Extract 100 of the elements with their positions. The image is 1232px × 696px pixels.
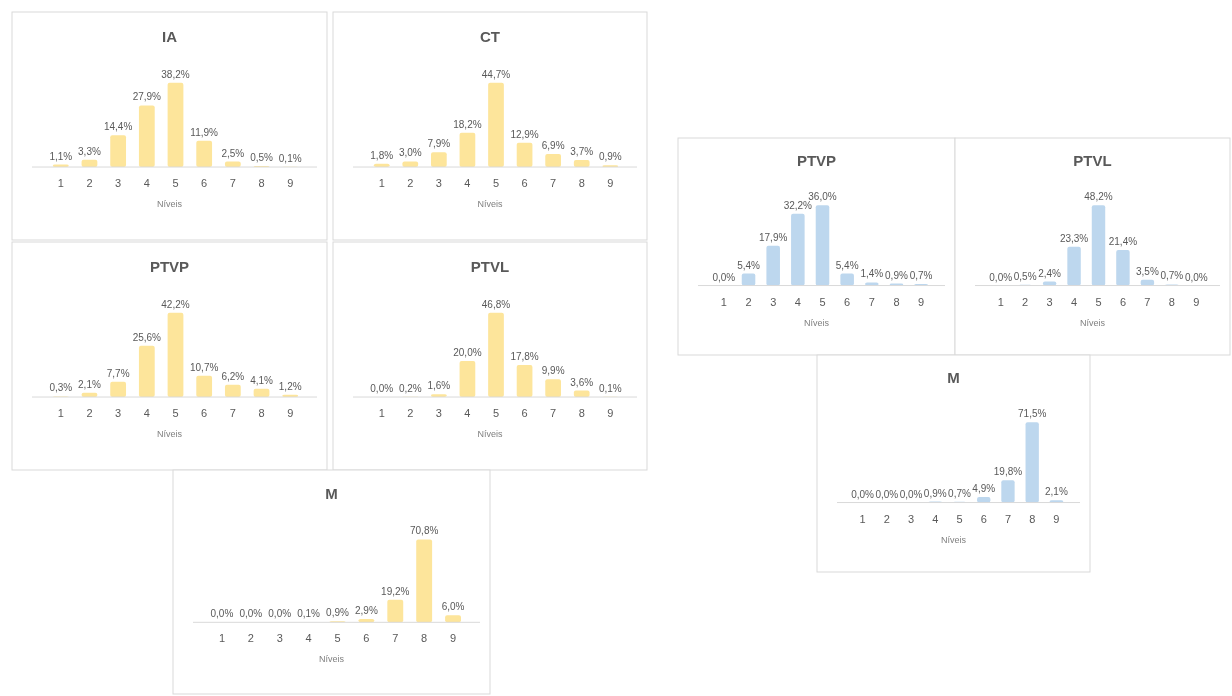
data-label: 0,0% bbox=[268, 608, 292, 620]
data-label: 21,4% bbox=[1108, 235, 1138, 247]
x-tick-label: 7 bbox=[1144, 295, 1151, 308]
data-label: 2,4% bbox=[1038, 267, 1062, 279]
x-tick-label: 1 bbox=[57, 407, 64, 420]
data-label: 0,7% bbox=[909, 270, 933, 281]
data-label: 1,6% bbox=[427, 380, 451, 392]
x-tick-label: 3 bbox=[435, 177, 442, 190]
x-tick-label: 8 bbox=[421, 632, 428, 645]
x-tick-label: 7 bbox=[550, 407, 557, 420]
x-tick-label: 1 bbox=[997, 295, 1004, 308]
x-axis-title: Níveis bbox=[803, 317, 830, 328]
data-label: 20,0% bbox=[453, 346, 482, 358]
x-tick-label: 4 bbox=[464, 177, 471, 190]
x-tick-label: 6 bbox=[980, 512, 987, 525]
data-label: 6,9% bbox=[541, 140, 565, 152]
x-axis-title: Níveis bbox=[156, 199, 183, 210]
x-tick-label: 1 bbox=[859, 512, 866, 525]
x-tick-label: 9 bbox=[918, 295, 925, 308]
x-tick-label: 6 bbox=[363, 632, 370, 645]
x-axis-title: Níveis bbox=[940, 534, 967, 545]
data-label: 3,3% bbox=[78, 145, 101, 157]
x-axis-title: Níveis bbox=[156, 429, 183, 440]
data-label: 4,9% bbox=[972, 483, 996, 495]
x-tick-label: 5 bbox=[334, 632, 341, 645]
x-tick-label: 3 bbox=[115, 407, 122, 420]
data-label: 6,0% bbox=[441, 601, 465, 613]
x-tick-label: 3 bbox=[115, 177, 122, 190]
data-label: 0,9% bbox=[598, 151, 622, 163]
x-tick-label: 6 bbox=[201, 177, 208, 190]
data-label: 48,2% bbox=[1084, 191, 1113, 203]
x-tick-label: 8 bbox=[578, 177, 585, 190]
x-tick-label: 3 bbox=[907, 512, 915, 525]
data-label: 14,4% bbox=[103, 121, 133, 133]
data-label: 7,9% bbox=[427, 138, 451, 150]
x-tick-label: 9 bbox=[1193, 295, 1200, 308]
x-tick-label: 5 bbox=[172, 177, 179, 190]
x-tick-label: 4 bbox=[932, 512, 939, 525]
x-tick-label: 4 bbox=[1070, 295, 1078, 308]
data-label: 0,0% bbox=[875, 488, 899, 500]
data-label: 19,2% bbox=[381, 585, 410, 597]
data-label: 2,5% bbox=[221, 147, 245, 159]
chart-title: CT bbox=[480, 27, 500, 45]
x-tick-label: 4 bbox=[305, 632, 312, 645]
data-label: 6,2% bbox=[221, 370, 245, 382]
x-tick-label: 2 bbox=[883, 512, 890, 525]
data-label: 71,5% bbox=[1018, 408, 1047, 420]
data-label: 0,9% bbox=[885, 269, 908, 281]
chart-title: M bbox=[325, 485, 338, 503]
x-tick-label: 1 bbox=[218, 632, 226, 645]
x-tick-label: 6 bbox=[521, 177, 528, 190]
data-label: 25,6% bbox=[132, 331, 162, 343]
data-label: 12,9% bbox=[510, 128, 539, 140]
x-tick-label: 4 bbox=[464, 407, 471, 420]
chart-title: IA bbox=[162, 27, 178, 45]
data-label: 0,1% bbox=[278, 152, 302, 164]
data-label: 2,9% bbox=[354, 604, 378, 616]
chart-title: PTVL bbox=[1073, 152, 1112, 170]
data-label: 3,6% bbox=[570, 376, 594, 388]
x-tick-label: 7 bbox=[392, 632, 399, 645]
data-label: 0,1% bbox=[297, 608, 321, 620]
data-label: 0,0% bbox=[851, 488, 875, 500]
data-label: 42,2% bbox=[161, 298, 190, 310]
data-label: 0,0% bbox=[210, 608, 234, 620]
data-label: 0,1% bbox=[598, 382, 622, 394]
chart-title: PTVL bbox=[470, 257, 510, 275]
x-tick-label: 5 bbox=[492, 177, 500, 190]
x-axis-title: Níveis bbox=[477, 429, 503, 440]
data-label: 7,7% bbox=[106, 367, 130, 379]
x-tick-label: 6 bbox=[201, 407, 208, 420]
data-label: 38,2% bbox=[161, 68, 190, 80]
data-label: 1,2% bbox=[278, 380, 302, 392]
data-label: 0,7% bbox=[948, 487, 971, 499]
data-label: 0,5% bbox=[1013, 270, 1037, 282]
x-tick-label: 4 bbox=[794, 295, 801, 308]
x-tick-label: 2 bbox=[1022, 295, 1029, 308]
data-label: 9,9% bbox=[541, 365, 565, 377]
x-tick-label: 3 bbox=[1046, 295, 1053, 308]
x-tick-label: 3 bbox=[770, 295, 777, 308]
data-label: 1,4% bbox=[860, 268, 884, 280]
x-tick-label: 9 bbox=[1053, 512, 1060, 525]
data-label: 18,2% bbox=[453, 118, 482, 130]
data-label: 0,0% bbox=[370, 383, 394, 395]
data-label: 0,9% bbox=[326, 607, 349, 619]
x-tick-label: 5 bbox=[1095, 295, 1102, 308]
x-tick-label: 7 bbox=[550, 177, 557, 190]
data-label: 3,5% bbox=[1135, 265, 1159, 277]
x-tick-label: 6 bbox=[844, 295, 851, 308]
data-label: 17,9% bbox=[759, 231, 788, 243]
data-label: 0,5% bbox=[250, 151, 274, 163]
x-tick-label: 2 bbox=[86, 177, 93, 190]
chart-title: PTVP bbox=[149, 257, 190, 275]
x-tick-label: 2 bbox=[86, 407, 93, 420]
x-tick-label: 7 bbox=[229, 177, 236, 190]
data-label: 0,0% bbox=[1184, 271, 1208, 283]
data-label: 0,9% bbox=[923, 487, 947, 499]
x-tick-label: 2 bbox=[407, 177, 414, 190]
data-label: 23,3% bbox=[1059, 232, 1089, 244]
x-tick-label: 8 bbox=[258, 177, 265, 190]
x-tick-label: 5 bbox=[172, 407, 179, 420]
